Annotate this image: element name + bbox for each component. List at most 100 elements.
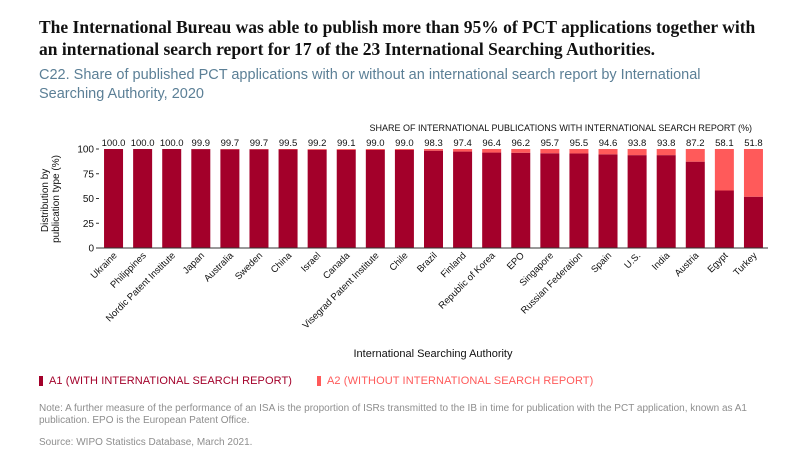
bar-a1	[685, 161, 705, 248]
x-tick-label: Egypt	[706, 250, 731, 275]
x-tick-label: Turkey	[732, 250, 760, 278]
source: Source: WIPO Statistics Database, March …	[39, 437, 253, 448]
bar-a1	[453, 151, 473, 248]
y-axis: 0 25 50 75 100	[77, 145, 99, 255]
bar-a1	[540, 153, 560, 248]
top-value-label: 93.8	[628, 138, 647, 149]
x-tick-label: U.S.	[622, 250, 643, 271]
footnote: Note: A further measure of the performan…	[39, 403, 747, 426]
bar-a1	[424, 150, 443, 248]
x-tick-label: Austria	[673, 250, 702, 279]
y-axis-title: Distribution by publication type (%)	[40, 155, 62, 243]
x-tick-label: China	[269, 250, 295, 276]
x-tick-label: Spain	[589, 250, 614, 275]
y-tick-label: 100	[77, 145, 94, 156]
top-value-label: 98.3	[424, 138, 443, 149]
legend-item-a1: A1 (WITH INTERNATIONAL SEARCH REPORT)	[39, 375, 292, 387]
top-value-label: 100.0	[131, 138, 155, 149]
top-value-label: 95.5	[570, 138, 589, 149]
top-value-label: 93.8	[657, 138, 676, 149]
top-value-label: 95.7	[541, 138, 560, 149]
bar-a2	[424, 149, 443, 151]
top-labels: 100.0 100.0 100.0 99.9 99.7 99.7 99.5 99.2 99.1 9…	[102, 138, 763, 149]
bar-a1	[249, 149, 269, 248]
x-axis-title: International Searching Authority	[354, 348, 513, 360]
top-value-label: 99.9	[192, 138, 211, 149]
x-tick-label: Australia	[202, 250, 236, 284]
bar-a2	[540, 149, 560, 154]
bar-a2	[656, 149, 676, 156]
bar-a1	[104, 149, 124, 248]
bar-a2	[685, 149, 705, 162]
top-value-label: 99.2	[308, 138, 327, 149]
bar-a2	[598, 149, 618, 155]
top-value-label: 99.7	[250, 138, 269, 149]
legend-label-a2: A2 (WITHOUT INTERNATIONAL SEARCH REPORT)	[327, 375, 594, 387]
bar-a1	[511, 152, 531, 248]
top-value-label: 99.5	[279, 138, 298, 149]
bar-a2	[307, 149, 327, 150]
top-value-label: 97.4	[453, 138, 472, 149]
bar-a1	[191, 149, 211, 248]
bar-a2	[511, 149, 531, 153]
bar-a1	[336, 149, 356, 248]
legend-label-a1: A1 (WITH INTERNATIONAL SEARCH REPORT)	[49, 375, 293, 387]
bar-a1	[365, 149, 385, 248]
top-value-label: 99.7	[221, 138, 240, 149]
chart-subtitle: C22. Share of published PCT applications…	[39, 67, 701, 102]
y-axis-title-line: Distribution by publication type (%)	[40, 155, 62, 243]
y-tick-label: 75	[83, 169, 95, 180]
top-value-label: 100.0	[102, 138, 126, 149]
bar-a2	[365, 149, 385, 150]
top-value-label: 96.2	[512, 138, 531, 149]
bar-a1	[569, 153, 589, 248]
bar-a2	[743, 149, 763, 197]
bar-a1	[627, 155, 647, 248]
bar-a2	[453, 149, 473, 152]
bar-a1	[133, 149, 153, 248]
x-tick-label: Brazil	[415, 250, 440, 275]
top-value-label: 51.8	[744, 138, 763, 149]
y-tick-label: 25	[83, 219, 95, 230]
bar-a1	[278, 149, 298, 248]
bar-a1	[394, 149, 414, 248]
x-tick-label: Sweden	[233, 250, 265, 282]
top-value-label: 99.1	[337, 138, 356, 149]
bar-a1	[162, 149, 182, 248]
top-label-title: SHARE OF INTERNATIONAL PUBLICATIONS WITH…	[369, 123, 752, 133]
top-value-label: 87.2	[686, 138, 705, 149]
bar-a2	[627, 149, 647, 156]
bars	[104, 149, 763, 248]
x-tick-label: India	[650, 250, 673, 273]
bar-a1	[743, 196, 763, 248]
bar-a1	[598, 154, 618, 248]
top-value-label: 58.1	[715, 138, 734, 149]
legend-swatch-a1	[39, 376, 43, 386]
top-value-label: 99.0	[366, 138, 385, 149]
bar-chart: SHARE OF INTERNATIONAL PUBLICATIONS WITH…	[40, 123, 768, 360]
x-tick-label: Israel	[299, 250, 323, 274]
y-tick-label: 0	[88, 244, 94, 255]
top-value-label: 96.4	[482, 138, 501, 149]
bar-a1	[307, 149, 327, 248]
legend-item-a2: A2 (WITHOUT INTERNATIONAL SEARCH REPORT)	[317, 375, 593, 387]
x-tick-label: Japan	[181, 250, 207, 276]
top-value-label: 100.0	[160, 138, 184, 149]
bar-a1	[714, 190, 734, 248]
bar-a2	[714, 149, 734, 191]
bar-a1	[656, 155, 676, 248]
top-value-label: 99.0	[395, 138, 414, 149]
bar-a2	[482, 149, 502, 153]
bar-a2	[394, 149, 414, 150]
bar-a2	[336, 149, 356, 150]
headline: The International Bureau was able to pub…	[39, 17, 756, 59]
top-value-label: 94.6	[599, 138, 618, 149]
bar-a1	[482, 152, 502, 248]
y-tick-label: 50	[83, 194, 95, 205]
x-tick-label: EPO	[505, 250, 527, 272]
bar-a2	[569, 149, 589, 154]
bar-a1	[220, 149, 240, 248]
x-tick-label: Chile	[387, 250, 410, 273]
legend-swatch-a2	[317, 376, 321, 386]
